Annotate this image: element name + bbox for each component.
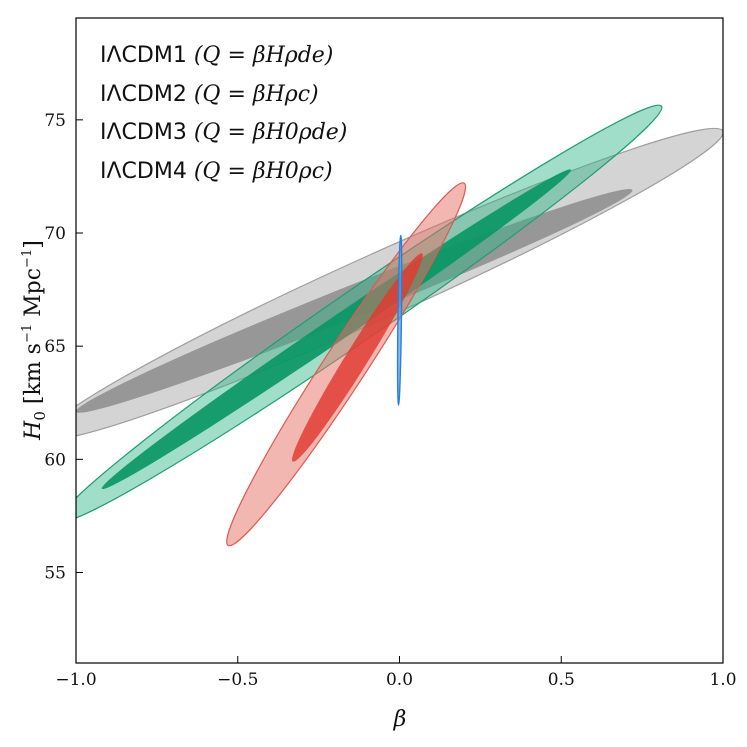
contour-layer (76, 104, 723, 547)
legend-relation-ilcdm3: (Q = βH0ρde) (194, 120, 348, 145)
x-tick-label: −0.5 (217, 670, 258, 690)
x-tick-label: 1.0 (709, 670, 736, 690)
y-tick-label: 55 (44, 563, 66, 583)
legend-relation-ilcdm1: (Q = βHρde) (194, 43, 334, 68)
legend: IΛCDM1 (Q = βHρde) IΛCDM2 (Q = βHρc) IΛC… (100, 43, 347, 184)
x-tick-label: 0.5 (548, 670, 575, 690)
y-tick-label: 65 (44, 337, 66, 357)
legend-entry-ilcdm3: IΛCDM3 (Q = βH0ρde) (100, 120, 347, 145)
x-tick-label: 0.0 (386, 670, 413, 690)
x-axis-label: β (393, 707, 407, 732)
y-tick-label: 75 (44, 111, 66, 131)
ilcdm2-contour (396, 234, 403, 406)
x-tick-label: −1.0 (55, 670, 96, 690)
y-tick-label: 70 (44, 224, 66, 244)
legend-relation-ilcdm4: (Q = βH0ρc) (194, 159, 333, 184)
legend-relation-ilcdm2: (Q = βHρc) (194, 82, 319, 107)
y-axis-ticks: 55 60 65 70 75 (44, 111, 83, 583)
y-tick-label: 60 (44, 450, 66, 470)
legend-label-ilcdm4: IΛCDM4 (100, 159, 187, 184)
ilcdm3-1sigma-contour (76, 189, 633, 413)
legend-label-ilcdm3: IΛCDM3 (100, 120, 187, 145)
legend-label-ilcdm1: IΛCDM1 (100, 43, 187, 68)
legend-label-ilcdm2: IΛCDM2 (100, 82, 187, 107)
legend-entry-ilcdm2: IΛCDM2 (Q = βHρc) (100, 82, 319, 107)
ilcdm4-1sigma-contour (292, 253, 423, 462)
legend-entry-ilcdm4: IΛCDM4 (Q = βH0ρc) (100, 159, 333, 184)
legend-entry-ilcdm1: IΛCDM1 (Q = βHρde) (100, 43, 333, 68)
y-axis-label: H0 [km s−1 Mpc−1] (20, 240, 49, 441)
ilcdm1-1sigma-contour (101, 169, 572, 490)
x-axis-ticks: −1.0 −0.5 0.0 0.5 1.0 (55, 656, 737, 690)
